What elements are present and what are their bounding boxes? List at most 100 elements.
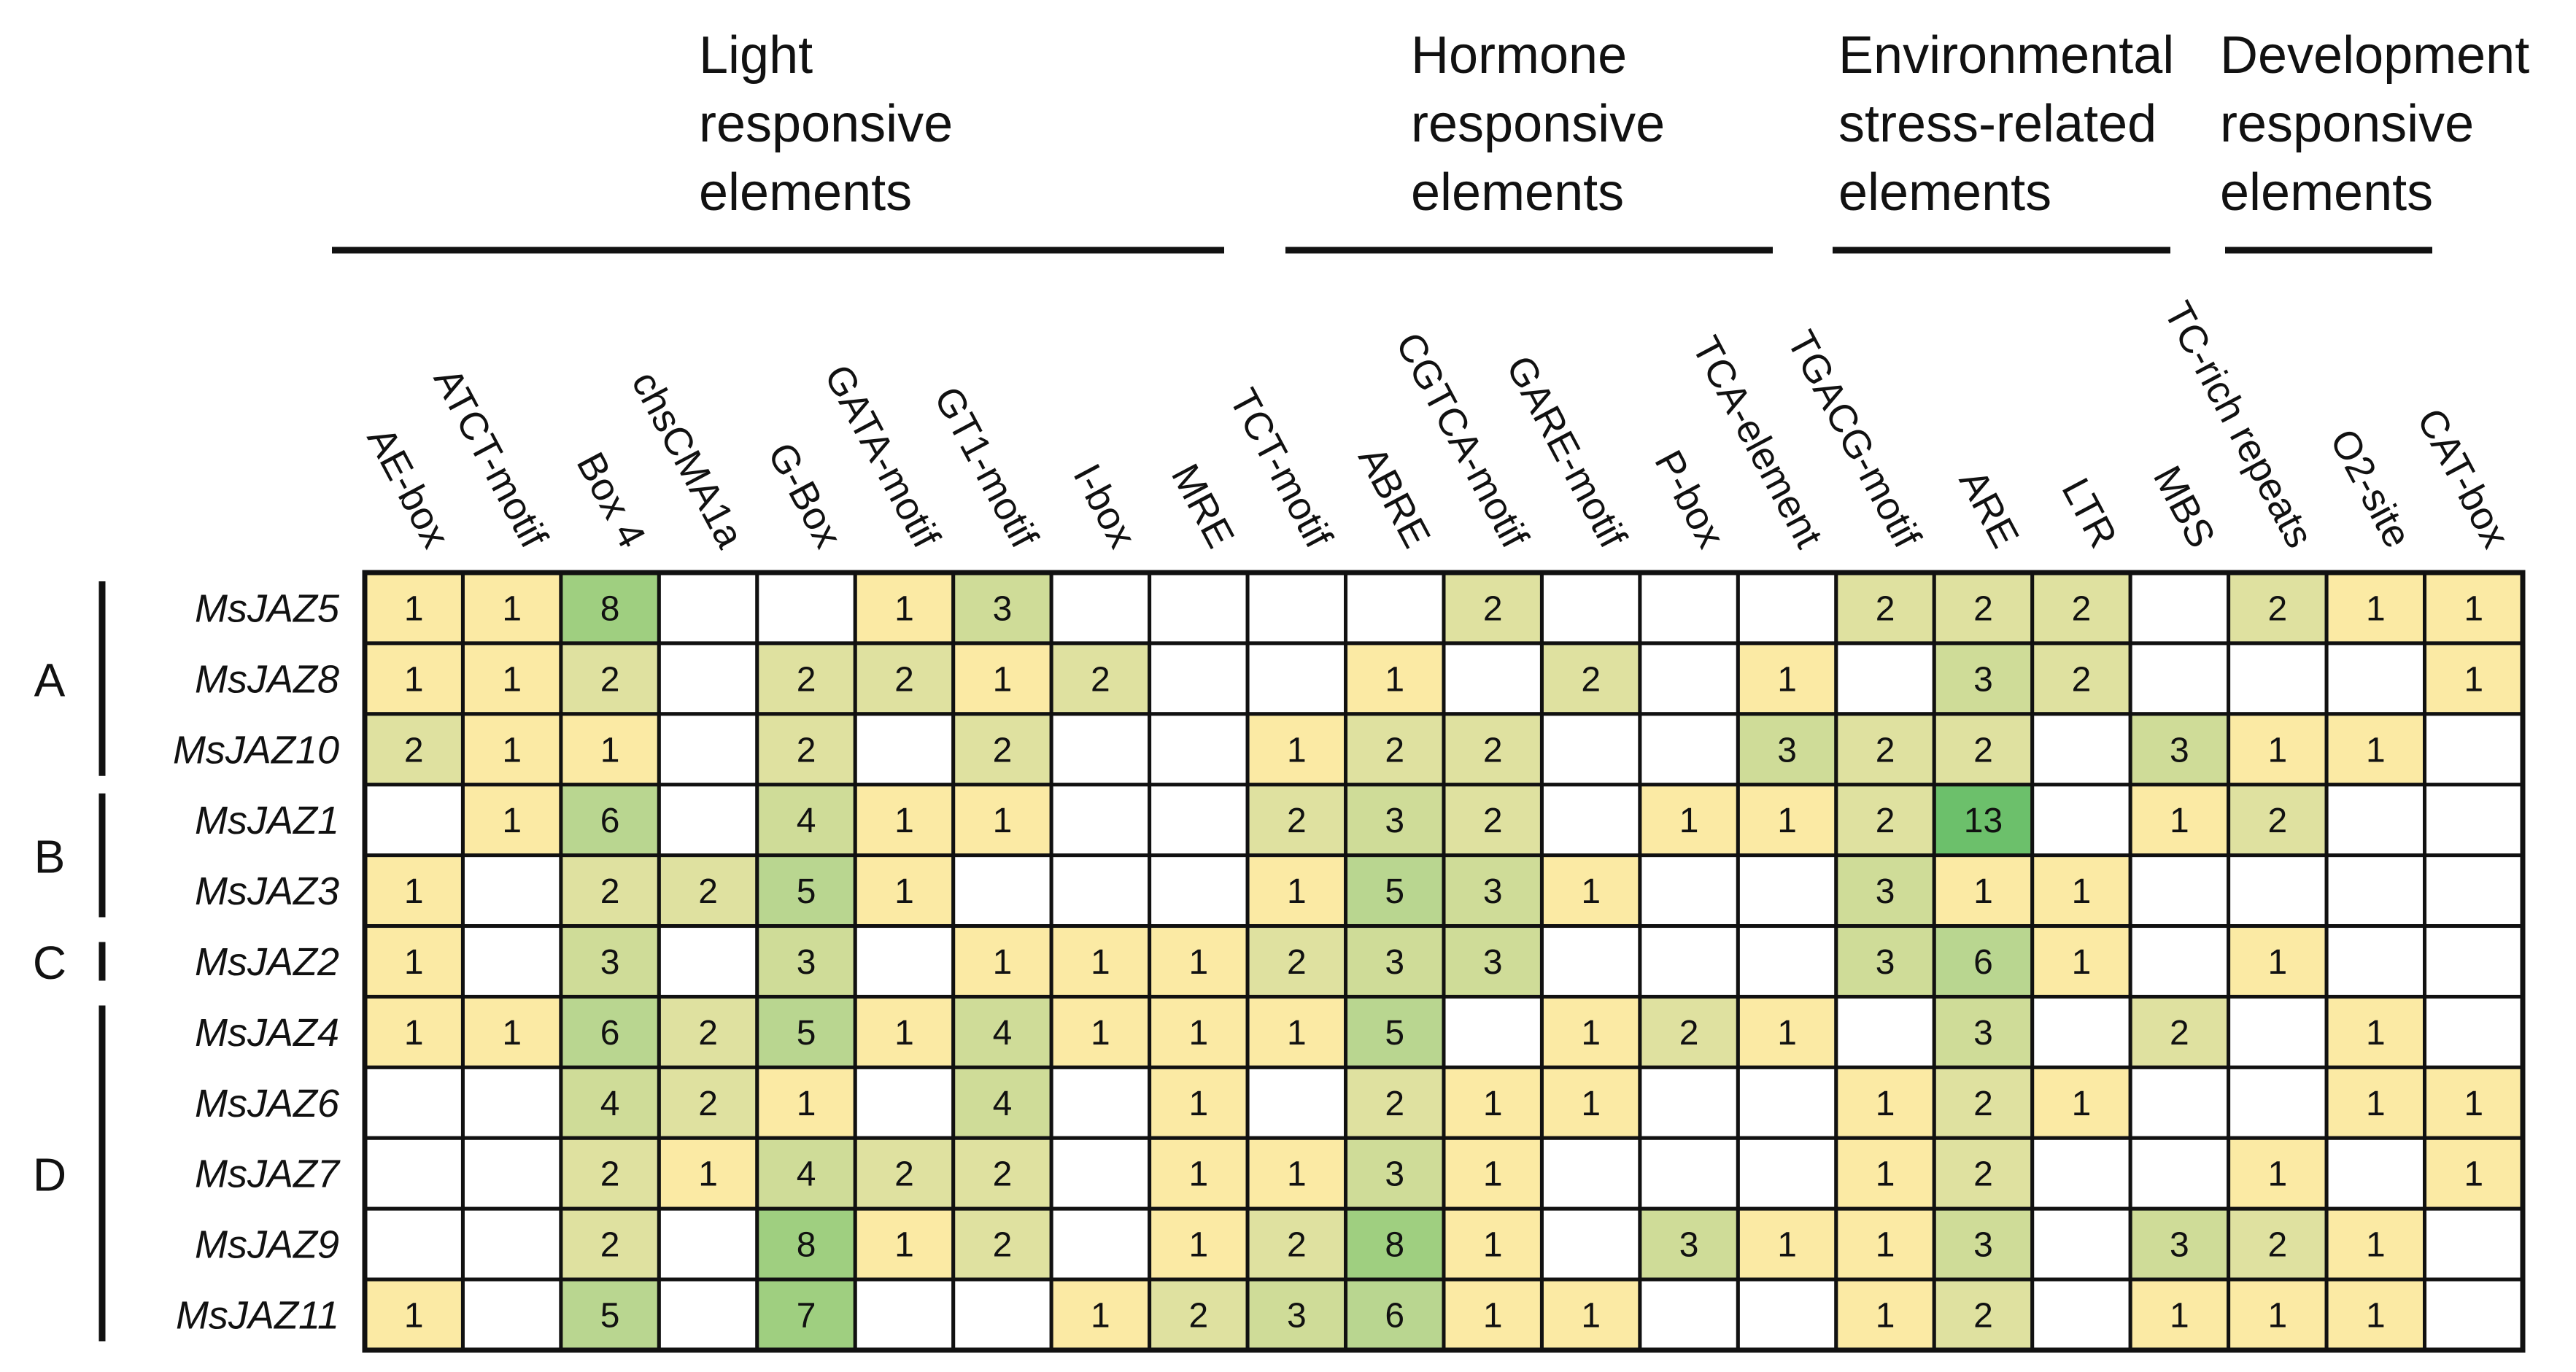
group-header-line: elements — [2220, 163, 2433, 222]
heatmap-cell — [363, 641, 465, 716]
heatmap-cell — [1834, 994, 1936, 1069]
cell-value-label: 5 — [797, 872, 816, 911]
cell-value-label: 3 — [1777, 731, 1797, 770]
heatmap-cell — [1049, 712, 1152, 787]
group-header-line: Development — [2220, 26, 2529, 85]
heatmap-cell — [1932, 783, 2035, 858]
clade-brackets: A B C D — [33, 581, 106, 1341]
cell-value-label: 4 — [797, 802, 816, 840]
row-label: MsJAZ1 — [195, 799, 339, 842]
heatmap-cell — [657, 712, 759, 787]
cell-value-label: 1 — [993, 802, 1013, 840]
cell-value-label: 2 — [698, 1014, 718, 1053]
cell-value-label: 1 — [1189, 1014, 1209, 1053]
cell-value-label: 1 — [1679, 802, 1699, 840]
heatmap-cell — [363, 1136, 465, 1211]
clade-label: A — [34, 654, 66, 706]
row-label: MsJAZ4 — [195, 1011, 339, 1055]
heatmap-cell — [1245, 1277, 1348, 1352]
heatmap-cell — [1834, 641, 1936, 716]
cell-value-label: 1 — [2366, 1014, 2386, 1053]
heatmap-cell — [755, 1277, 857, 1352]
group-header-line: elements — [699, 163, 912, 222]
cell-value-label: 1 — [2366, 731, 2386, 770]
heatmap-cell — [1148, 783, 1250, 858]
heatmap-cell — [2227, 994, 2329, 1069]
heatmap-cell — [853, 712, 956, 787]
cell-value-label: 2 — [993, 1155, 1013, 1194]
cell-value-label: 1 — [2170, 802, 2189, 840]
heatmap-cell — [2423, 924, 2525, 999]
cell-value-label: 1 — [1483, 1155, 1503, 1194]
heatmap-cell — [1736, 853, 1838, 929]
cell-value-label: 1 — [894, 589, 914, 628]
heatmap-cell — [363, 994, 465, 1069]
heatmap-cell — [460, 994, 563, 1069]
heatmap-cell — [559, 994, 661, 1069]
cell-value-label: 3 — [1287, 1297, 1307, 1336]
cell-value-label: 1 — [404, 872, 424, 911]
heatmap-cell — [2227, 712, 2329, 787]
heatmap-cell — [1344, 1065, 1446, 1140]
cell-value-label: 2 — [1483, 731, 1503, 770]
cell-value-label: 1 — [502, 589, 522, 628]
heatmap-cell — [1049, 1277, 1152, 1352]
column-label: Box 4 — [568, 446, 654, 555]
column-label: ABRE — [1350, 440, 1439, 555]
heatmap-cell — [1932, 641, 2035, 716]
cell-value-label: 3 — [1483, 943, 1503, 982]
column-label: I-box — [1064, 457, 1144, 554]
heatmap-cell — [2423, 783, 2525, 858]
heatmap-cell — [1344, 924, 1446, 999]
cell-value-label: 3 — [1483, 872, 1503, 911]
cell-value-label: 2 — [1385, 1085, 1404, 1123]
cell-value-label: 1 — [1876, 1155, 1895, 1194]
heatmap-cell — [1245, 994, 1348, 1069]
clade-label: D — [33, 1149, 66, 1201]
cell-value-label: 2 — [1973, 1155, 1993, 1194]
cell-value-label: 1 — [502, 660, 522, 699]
heatmap-cell — [853, 994, 956, 1069]
cell-value-label: 1 — [2268, 1155, 2288, 1194]
cell-value-label: 2 — [2072, 660, 2092, 699]
cell-value-label: 3 — [1876, 872, 1895, 911]
cell-value-label: 1 — [2464, 589, 2483, 628]
heatmap-cell — [1736, 1136, 1838, 1211]
cell-value-label: 2 — [1973, 1297, 1993, 1336]
cell-value-label: 1 — [698, 1155, 718, 1194]
heatmap-cell — [2128, 712, 2231, 787]
cell-value-label: 1 — [1287, 1014, 1307, 1053]
cell-value-label: 3 — [1973, 1014, 1993, 1053]
cell-value-label: 1 — [1287, 872, 1307, 911]
cell-value-label: 1 — [797, 1085, 816, 1123]
heatmap-cell — [657, 1277, 759, 1352]
heatmap-cell — [559, 783, 661, 858]
cell-value-label: 2 — [2072, 589, 2092, 628]
heatmap-cell — [755, 783, 857, 858]
cell-value-label: 1 — [502, 802, 522, 840]
heatmap-cell — [657, 1206, 759, 1282]
cell-value-label: 3 — [2170, 731, 2189, 770]
column-label: CAT-box — [2408, 402, 2518, 555]
column-label: P-box — [1646, 443, 1733, 555]
row-labels: MsJAZ5 MsJAZ8 MsJAZ10 MsJAZ1 MsJAZ3 MsJAZ2 MsJ… — [173, 586, 341, 1337]
heatmap-cell — [2030, 783, 2132, 858]
cell-value-label: 6 — [1385, 1297, 1404, 1336]
cell-value-label: 1 — [1091, 943, 1110, 982]
row-label: MsJAZ11 — [176, 1294, 339, 1338]
cell-value-label: 2 — [1876, 589, 1895, 628]
heatmap-cell — [1148, 712, 1250, 787]
heatmap-cell — [1442, 1065, 1544, 1140]
heatmap-cell — [951, 924, 1053, 999]
cell-value-label: 1 — [2170, 1297, 2189, 1336]
heatmap-cell — [2423, 570, 2525, 646]
heatmap-cell — [853, 1206, 956, 1282]
row-label: MsJAZ5 — [195, 586, 340, 630]
cell-value-label: 1 — [404, 1297, 424, 1336]
heatmap-cell — [460, 1065, 563, 1140]
group-header-2: Environmental stress-related elements — [1838, 26, 2174, 222]
cell-value-label: 2 — [1287, 1226, 1307, 1265]
row-label: MsJAZ9 — [195, 1223, 339, 1267]
cell-value-label: 1 — [2268, 1297, 2288, 1336]
heatmap-cell — [2423, 712, 2525, 787]
